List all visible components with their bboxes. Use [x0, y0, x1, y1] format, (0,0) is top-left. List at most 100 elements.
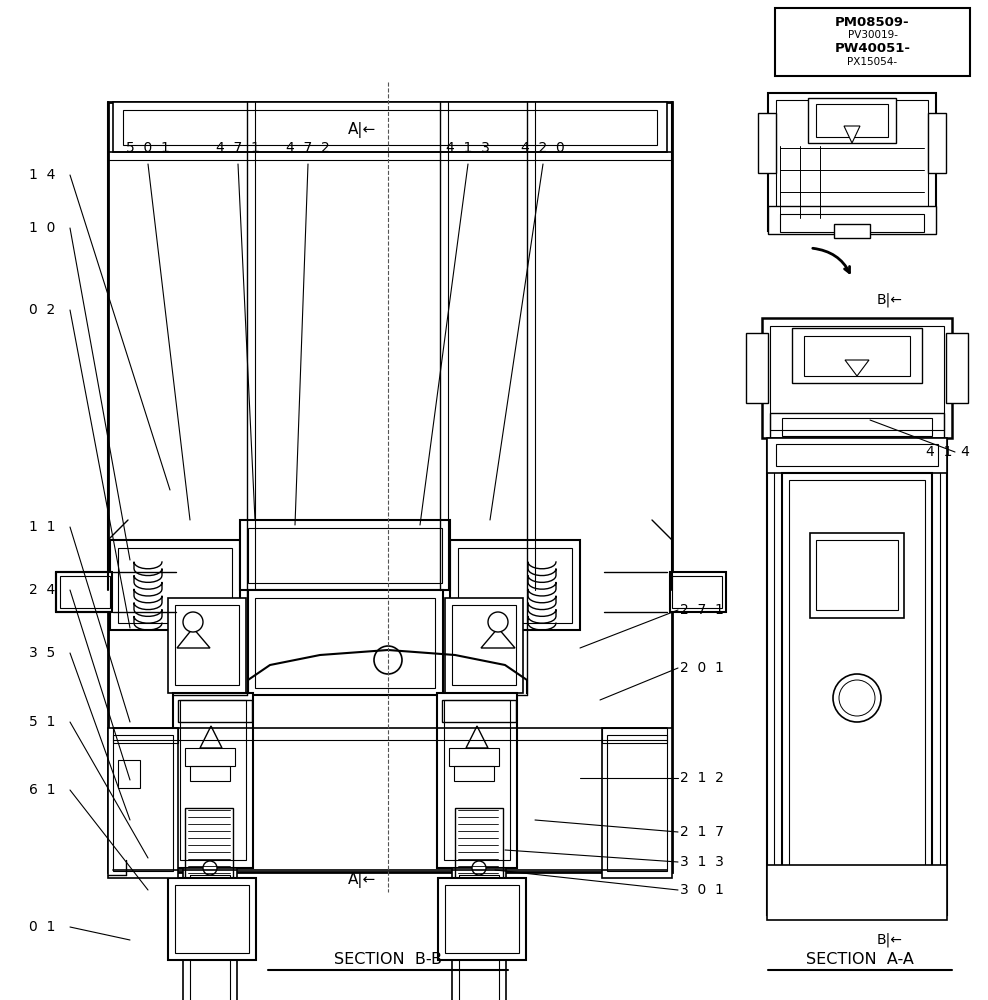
Text: 0  2: 0 2	[29, 303, 55, 317]
Text: 3  0  1: 3 0 1	[680, 883, 724, 897]
Text: 1  1: 1 1	[29, 520, 55, 534]
Circle shape	[833, 674, 881, 722]
Circle shape	[488, 612, 508, 632]
Text: 0  1: 0 1	[29, 920, 55, 934]
Text: 1  0: 1 0	[29, 221, 55, 235]
Bar	[444, 700, 510, 860]
Bar	[178, 700, 252, 722]
Text: 4  7  2: 4 7 2	[287, 141, 330, 155]
Polygon shape	[466, 726, 488, 748]
Bar	[789, 480, 925, 892]
Bar	[746, 333, 768, 403]
Text: 4  1  4: 4 1 4	[926, 445, 970, 459]
Bar	[452, 868, 506, 1000]
Text: 4  7  1: 4 7 1	[216, 141, 260, 155]
Bar	[767, 438, 947, 473]
Bar	[782, 473, 932, 900]
Text: 2  7  1: 2 7 1	[680, 603, 724, 617]
Bar	[607, 735, 667, 871]
Bar	[173, 693, 253, 868]
Circle shape	[203, 861, 217, 875]
Bar	[60, 576, 110, 608]
Text: PW40051-: PW40051-	[835, 42, 911, 55]
Bar	[168, 878, 256, 960]
Text: SECTION  B-B: SECTION B-B	[334, 952, 442, 968]
Bar	[185, 748, 235, 766]
Bar	[255, 598, 435, 688]
Bar	[110, 540, 240, 630]
Bar	[454, 766, 494, 781]
Bar	[928, 113, 946, 173]
Bar	[452, 605, 516, 685]
Bar	[118, 548, 232, 623]
Bar	[810, 533, 904, 618]
Bar	[670, 572, 726, 612]
Bar	[180, 700, 246, 860]
Bar	[602, 728, 667, 743]
Bar	[168, 598, 246, 693]
Bar	[175, 885, 249, 953]
Bar	[776, 100, 928, 224]
Bar	[767, 323, 947, 915]
Bar	[113, 735, 173, 871]
Circle shape	[374, 646, 402, 674]
Bar	[437, 693, 517, 868]
Circle shape	[839, 680, 875, 716]
Bar	[768, 93, 936, 231]
Bar	[442, 700, 516, 722]
Bar	[56, 572, 112, 612]
Polygon shape	[481, 628, 515, 648]
Bar	[834, 224, 870, 238]
Text: A|←: A|←	[348, 872, 376, 888]
Text: 5  1: 5 1	[29, 715, 55, 729]
Bar	[438, 878, 526, 960]
Circle shape	[183, 612, 203, 632]
Bar	[776, 444, 938, 466]
Bar	[816, 104, 888, 137]
Bar	[248, 590, 443, 695]
Bar	[458, 548, 572, 623]
Bar	[758, 113, 776, 173]
Bar	[602, 728, 672, 878]
Bar	[248, 528, 442, 583]
Bar	[780, 214, 924, 232]
Text: 2  1  2: 2 1 2	[680, 771, 724, 785]
Text: 4  2  0: 4 2 0	[521, 141, 565, 155]
Bar	[767, 865, 947, 920]
Bar	[240, 520, 450, 590]
Bar	[816, 540, 898, 610]
Text: B|←: B|←	[877, 293, 903, 307]
Bar	[792, 328, 922, 383]
Bar	[447, 900, 511, 940]
Bar	[445, 885, 519, 953]
Bar	[768, 206, 936, 234]
Bar	[108, 728, 178, 878]
Bar	[185, 808, 233, 878]
Bar	[190, 766, 230, 781]
Polygon shape	[200, 726, 222, 748]
Text: PX15054-: PX15054-	[848, 57, 897, 67]
Bar	[782, 418, 932, 436]
Text: SECTION  A-A: SECTION A-A	[806, 952, 914, 968]
Polygon shape	[845, 360, 869, 376]
Bar	[118, 760, 140, 788]
Bar	[190, 875, 230, 1000]
Text: B|←: B|←	[877, 933, 903, 947]
Bar	[178, 900, 242, 940]
Text: PV30019-: PV30019-	[848, 30, 897, 40]
Text: 3  1  3: 3 1 3	[680, 855, 724, 869]
Text: 2  0  1: 2 0 1	[680, 661, 724, 675]
Bar	[123, 110, 657, 145]
Bar	[183, 868, 237, 1000]
Bar	[445, 598, 523, 693]
Bar	[770, 413, 944, 438]
Bar	[808, 98, 896, 143]
Bar	[450, 540, 580, 630]
Circle shape	[472, 861, 486, 875]
Bar	[108, 102, 672, 872]
Bar	[459, 875, 499, 1000]
Text: 5  0  1: 5 0 1	[126, 141, 170, 155]
Polygon shape	[177, 628, 210, 648]
Bar	[770, 326, 944, 430]
Text: 2  1  7: 2 1 7	[680, 825, 724, 839]
